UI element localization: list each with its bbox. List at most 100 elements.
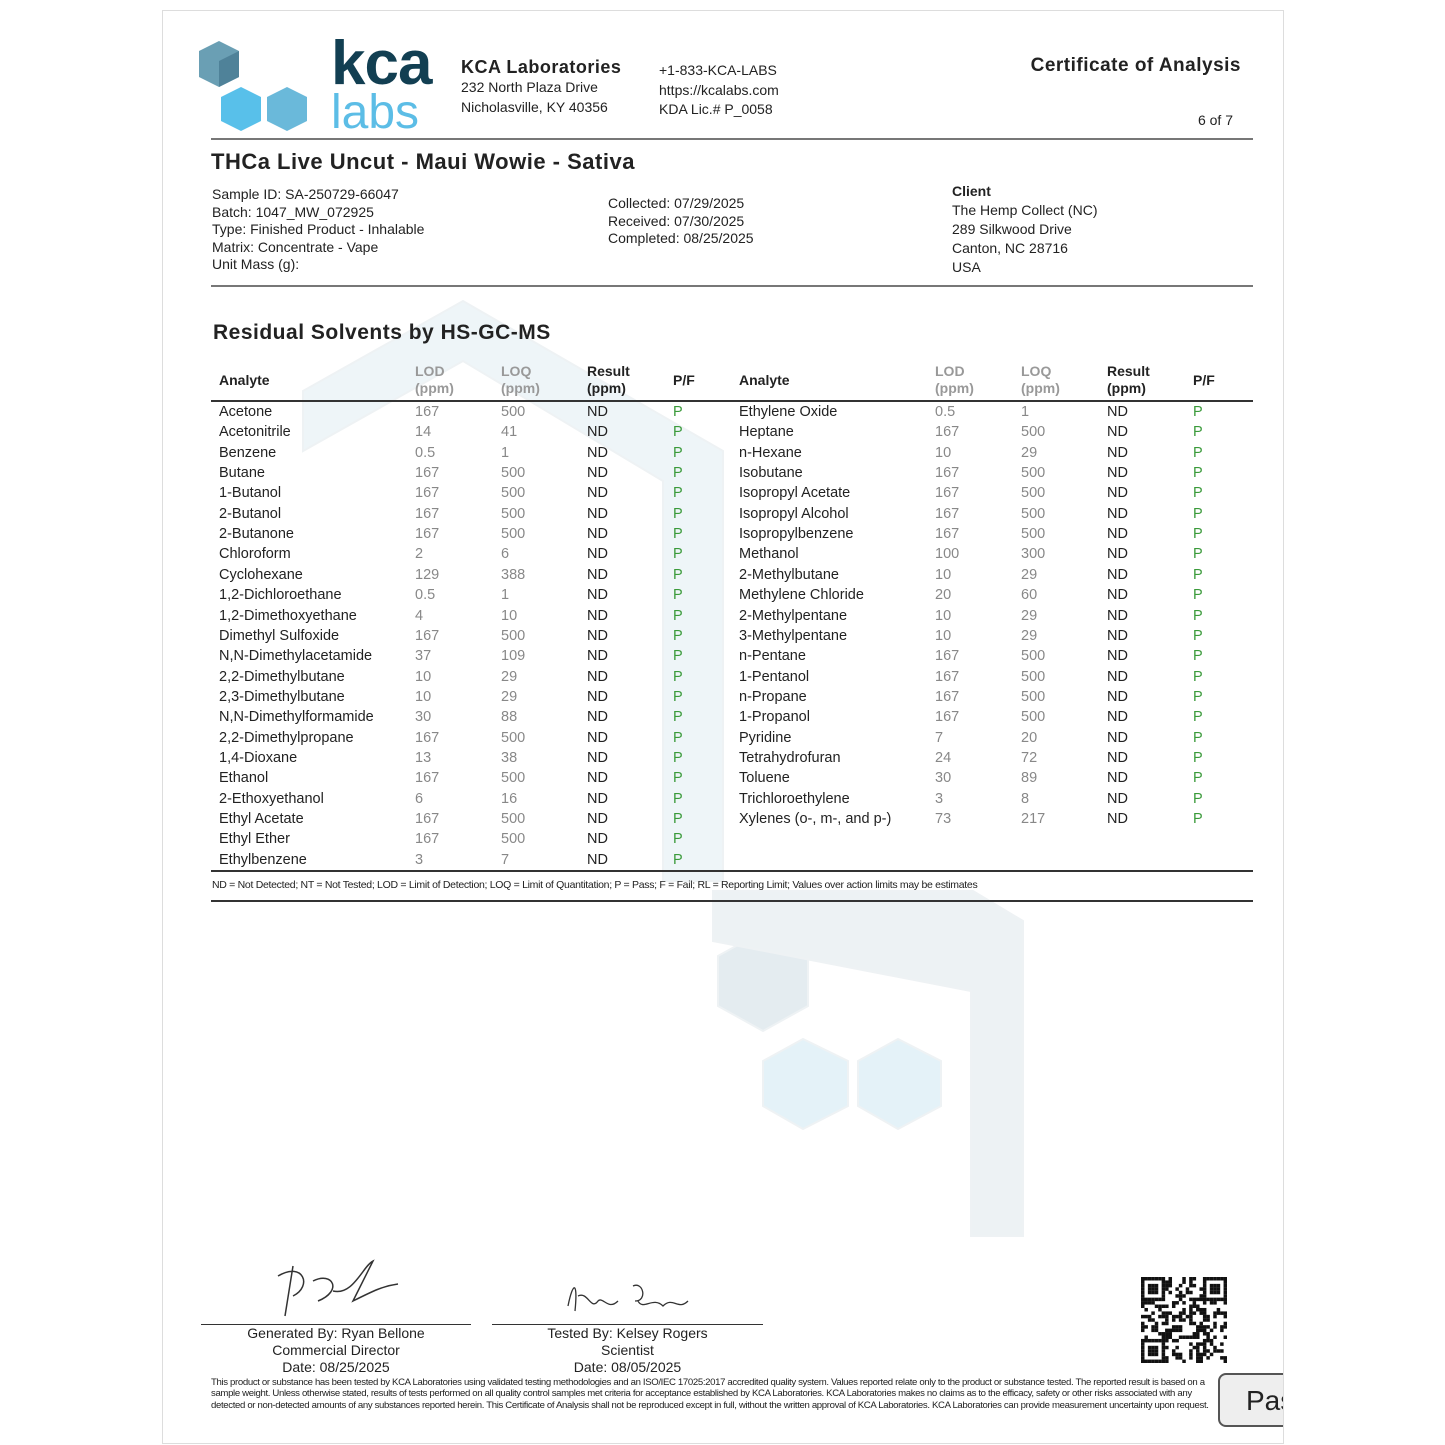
cell-pf: P bbox=[673, 444, 683, 461]
header-lod: LOD (ppm) bbox=[935, 363, 974, 396]
cell-analyte: 1-Butanol bbox=[219, 485, 282, 502]
cell-pf: P bbox=[673, 749, 683, 766]
cell-lod: 167 bbox=[935, 648, 960, 665]
cell-result: ND bbox=[1107, 709, 1128, 726]
qr-code-icon[interactable] bbox=[1141, 1277, 1227, 1363]
cell-loq: 500 bbox=[501, 770, 526, 787]
cell-loq: 1 bbox=[1021, 404, 1030, 420]
cell-result: ND bbox=[587, 404, 608, 420]
cell-analyte: Chloroform bbox=[219, 546, 291, 563]
cell-lod: 167 bbox=[415, 465, 440, 482]
header-analyte: Analyte bbox=[219, 372, 270, 388]
cell-result: ND bbox=[587, 566, 608, 583]
cell-loq: 500 bbox=[1021, 505, 1046, 522]
cell-analyte: Isopropyl Alcohol bbox=[739, 505, 849, 522]
cell-pf: P bbox=[1193, 790, 1203, 807]
cell-lod: 100 bbox=[935, 546, 960, 563]
cell-pf: P bbox=[1193, 811, 1203, 827]
cell-analyte: Isobutane bbox=[739, 465, 803, 482]
signature-block-generated: Generated By: Ryan Bellone Commercial Di… bbox=[201, 1325, 471, 1376]
cell-result: ND bbox=[1107, 811, 1128, 827]
cell-loq: 500 bbox=[501, 465, 526, 482]
signature-block-tested: Tested By: Kelsey Rogers Scientist Date:… bbox=[492, 1325, 763, 1376]
cell-lod: 10 bbox=[935, 444, 952, 461]
lab-website[interactable]: https://kcalabs.com bbox=[659, 81, 779, 98]
cell-pf: P bbox=[673, 627, 683, 644]
cell-lod: 24 bbox=[935, 749, 952, 766]
cell-lod: 10 bbox=[415, 668, 432, 685]
cell-loq: 29 bbox=[501, 688, 518, 705]
cell-pf: P bbox=[673, 587, 683, 604]
cell-loq: 500 bbox=[501, 485, 526, 502]
cell-lod: 167 bbox=[935, 526, 960, 543]
cell-loq: 388 bbox=[501, 566, 526, 583]
cell-analyte: N,N-Dimethylacetamide bbox=[219, 648, 373, 665]
cell-loq: 1 bbox=[501, 587, 510, 604]
cell-analyte: 2,2-Dimethylbutane bbox=[219, 668, 345, 685]
cell-analyte: 2-Ethoxyethanol bbox=[219, 790, 324, 807]
cell-loq: 29 bbox=[1021, 566, 1038, 583]
cell-pf: P bbox=[1193, 607, 1203, 624]
cell-lod: 167 bbox=[935, 505, 960, 522]
cell-analyte: Xylenes (o-, m-, and p-) bbox=[739, 811, 892, 827]
logo-cubes-icon bbox=[199, 41, 307, 131]
cell-pf: P bbox=[673, 831, 683, 848]
generated-by: Generated By: Ryan Bellone bbox=[247, 1325, 425, 1341]
cell-pf: P bbox=[673, 566, 683, 583]
cell-pf: P bbox=[673, 546, 683, 563]
cell-analyte: 1-Propanol bbox=[739, 709, 810, 726]
cell-result: ND bbox=[1107, 404, 1128, 420]
client-address1: 289 Silkwood Drive bbox=[952, 221, 1072, 237]
cell-lod: 20 bbox=[935, 587, 952, 604]
cell-result: ND bbox=[1107, 729, 1128, 746]
cell-pf: P bbox=[1193, 770, 1203, 787]
cell-pf: P bbox=[673, 648, 683, 665]
cell-lod: 167 bbox=[415, 505, 440, 522]
cell-pf: P bbox=[1193, 709, 1203, 726]
cell-pf: P bbox=[673, 668, 683, 685]
logo-labs: labs bbox=[331, 86, 420, 139]
cell-result: ND bbox=[1107, 424, 1128, 441]
cell-result: ND bbox=[1107, 465, 1128, 482]
cell-loq: 500 bbox=[501, 627, 526, 644]
doc-title: Certificate of Analysis bbox=[1030, 55, 1241, 76]
cell-loq: 500 bbox=[501, 729, 526, 746]
cell-result: ND bbox=[1107, 607, 1128, 624]
cell-result: ND bbox=[587, 505, 608, 522]
lab-license: KDA Lic.# P_0058 bbox=[659, 101, 773, 117]
cell-analyte: 1,4-Dioxane bbox=[219, 749, 298, 766]
cell-result: ND bbox=[587, 607, 608, 624]
cell-loq: 500 bbox=[501, 505, 526, 522]
header-result: Result (ppm) bbox=[1107, 363, 1150, 396]
cell-loq: 500 bbox=[1021, 485, 1046, 502]
cell-lod: 3 bbox=[935, 790, 944, 807]
cell-loq: 500 bbox=[1021, 424, 1046, 441]
cell-loq: 500 bbox=[1021, 648, 1046, 665]
cell-lod: 167 bbox=[415, 526, 440, 543]
cell-result: ND bbox=[587, 831, 608, 848]
cell-result: ND bbox=[587, 526, 608, 543]
legend-note: ND = Not Detected; NT = Not Tested; LOD … bbox=[212, 879, 978, 891]
client-country: USA bbox=[952, 259, 981, 275]
cell-result: ND bbox=[1107, 546, 1128, 563]
cell-lod: 37 bbox=[415, 648, 432, 665]
header-pf: P/F bbox=[673, 372, 695, 388]
cell-lod: 167 bbox=[415, 811, 440, 827]
cell-pf: P bbox=[673, 811, 683, 827]
tested-by-title: Scientist bbox=[601, 1342, 654, 1358]
cell-analyte: 2,3-Dimethylbutane bbox=[219, 688, 345, 705]
received-date: Received: 07/30/2025 bbox=[608, 212, 745, 229]
generated-date: Date: 08/25/2025 bbox=[282, 1359, 390, 1375]
cell-loq: 20 bbox=[1021, 729, 1038, 746]
client-label: Client bbox=[952, 183, 991, 199]
cell-analyte: Methanol bbox=[739, 546, 799, 563]
cell-lod: 167 bbox=[935, 668, 960, 685]
cell-analyte: Methylene Chloride bbox=[739, 587, 864, 604]
cell-analyte: Trichloroethylene bbox=[739, 790, 850, 807]
coa-page: kca labs KCA Laboratories 232 North Plaz… bbox=[162, 10, 1284, 1444]
cell-analyte: Ethyl Ether bbox=[219, 831, 290, 848]
cell-analyte: Pyridine bbox=[739, 729, 792, 746]
cell-lod: 2 bbox=[415, 546, 424, 563]
generated-by-title: Commercial Director bbox=[272, 1342, 400, 1358]
cell-analyte: 1,2-Dimethoxyethane bbox=[219, 607, 357, 624]
